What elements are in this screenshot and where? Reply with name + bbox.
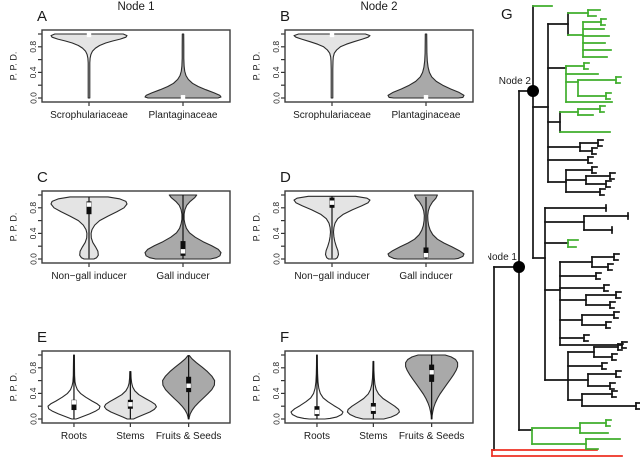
panel-b-title: Node 2: [360, 1, 398, 13]
panel-b-letter: B: [280, 8, 291, 25]
category-label: Roots: [304, 431, 330, 442]
phylogenetic-tree: Node 2 Node 1: [485, 5, 640, 457]
median-marker: [423, 95, 429, 100]
y-tick-label: 0.0: [271, 413, 281, 425]
y-axis-label: P. P. D.: [251, 213, 261, 242]
violin-plot-d: 0.0 0.4 0.8 P. P. D. Non−gall inducer Gall in…: [251, 190, 474, 282]
plot-box: [284, 350, 474, 424]
plot-box: [284, 190, 474, 264]
y-tick-label: 0.8: [271, 202, 281, 214]
panel-c-letter: C: [37, 169, 48, 186]
node-label: Node 2: [499, 76, 532, 87]
panel-c: C 0.0 0.4 0.8 P. P. D. Non−gall inducer Gall …: [0, 161, 243, 322]
node-dot: [513, 261, 525, 273]
median-marker: [180, 95, 186, 100]
panel-d: D 0.0 0.4 0.8 P. P. D. Non−gall inducer Gall …: [243, 161, 486, 322]
violin-plot-b: 0.0 0.4 0.8 P. P. D. Scrophulariaceae Plantag…: [251, 29, 474, 121]
violin-plot-a: 0.0 0.4 0.8 P. P. D. Scrophulariaceae Plantag…: [8, 29, 231, 121]
y-tick-label: 0.4: [271, 66, 281, 78]
violin-plot-e: 0.0 0.4 0.8 P. P. D. Roots Stems Fruits & Seed…: [8, 350, 231, 442]
plot-box: [41, 190, 231, 264]
panel-f: F 0.0 0.4 0.8 P. P. D. Roots Stems Fruits & Se…: [243, 321, 486, 462]
tree-branches: [491, 5, 640, 457]
y-tick-label: 0.0: [28, 413, 38, 425]
plot-box: [284, 29, 474, 103]
panel-a: Node 1 A 0.0 0.4 0.8 P. P. D. Scrophulariace…: [0, 0, 243, 161]
median-marker: [329, 200, 335, 205]
category-label: Non−gall inducer: [294, 271, 370, 282]
violin-plot-f: 0.0 0.4 0.8 P. P. D. Roots Stems Fruits & Seed…: [251, 350, 474, 442]
panel-b: Node 2 B 0.0 0.4 0.8 P. P. D. Scrophulariace…: [243, 0, 486, 161]
y-tick-label: 0.4: [271, 387, 281, 399]
panel-f-letter: F: [280, 329, 290, 346]
violin-plantaginaceae: [387, 33, 465, 99]
panel-e: E 0.0 0.4 0.8 P. P. D. Roots Stems Fruits & Se…: [0, 321, 243, 462]
y-tick-label: 0.0: [28, 253, 38, 265]
y-tick-label: 0.4: [28, 227, 38, 239]
violin-plot-c: 0.0 0.4 0.8 P. P. D. Non−gall inducer Gall in…: [8, 190, 231, 282]
panel-a-letter: A: [37, 8, 48, 25]
category-label: Scrophulariaceae: [293, 110, 371, 121]
category-label: Fruits & Seeds: [399, 431, 465, 442]
violin-plantaginaceae: [144, 33, 222, 99]
y-axis-label: P. P. D.: [8, 52, 18, 81]
y-tick-label: 0.8: [28, 41, 38, 53]
median-marker: [71, 400, 77, 405]
category-label: Scrophulariaceae: [50, 110, 128, 121]
y-tick-label: 0.8: [28, 362, 38, 374]
y-tick-label: 0.8: [271, 362, 281, 374]
panel-g-phylogeny: G Node 2 Node 1: [485, 0, 640, 462]
y-axis-label: P. P. D.: [8, 373, 18, 402]
y-axis-label: P. P. D.: [251, 373, 261, 402]
plot-box: [41, 350, 231, 424]
node-dot: [527, 85, 539, 97]
median-marker: [314, 409, 320, 415]
category-label: Plantaginaceae: [392, 110, 461, 121]
category-label: Gall inducer: [399, 271, 453, 282]
median-marker: [186, 383, 191, 388]
median-marker: [423, 252, 429, 258]
median-marker: [128, 402, 133, 407]
violin-scrophulariaceae: [50, 33, 128, 99]
category-label: Stems: [359, 431, 387, 442]
y-tick-label: 0.0: [271, 92, 281, 104]
boxplot-box: [71, 399, 77, 411]
panel-g-letter: G: [501, 6, 513, 23]
median-marker: [329, 32, 335, 38]
boxplot-box: [423, 247, 429, 258]
median-marker: [86, 32, 92, 38]
category-label: Plantaginaceae: [149, 110, 218, 121]
y-tick-label: 0.4: [271, 227, 281, 239]
median-marker: [180, 249, 186, 254]
median-marker: [86, 202, 92, 207]
median-marker: [429, 370, 434, 375]
y-tick-label: 0.0: [28, 92, 38, 104]
median-marker: [371, 406, 376, 411]
boxplot-box: [86, 201, 92, 215]
y-tick-label: 0.8: [28, 202, 38, 214]
y-tick-label: 0.4: [28, 66, 38, 78]
plot-box: [41, 29, 231, 103]
violin-scrophulariaceae: [293, 33, 371, 99]
y-tick-label: 0.8: [271, 41, 281, 53]
y-axis-label: P. P. D.: [251, 52, 261, 81]
category-label: Roots: [61, 431, 87, 442]
panel-d-letter: D: [280, 169, 291, 186]
category-label: Non−gall inducer: [51, 271, 127, 282]
panel-a-title: Node 1: [117, 1, 155, 13]
y-axis-label: P. P. D.: [8, 213, 18, 242]
category-label: Stems: [116, 431, 144, 442]
node-label: Node 1: [488, 252, 517, 263]
y-tick-label: 0.0: [271, 253, 281, 265]
category-label: Fruits & Seeds: [156, 431, 222, 442]
category-label: Gall inducer: [156, 271, 210, 282]
panel-e-letter: E: [37, 329, 48, 346]
boxplot-box: [180, 241, 186, 256]
y-tick-label: 0.4: [28, 387, 38, 399]
